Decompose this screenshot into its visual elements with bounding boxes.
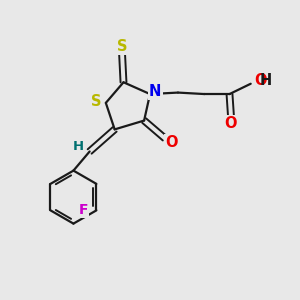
Text: S: S	[117, 39, 127, 54]
Text: H: H	[72, 140, 83, 153]
Text: O: O	[165, 135, 178, 150]
Text: O: O	[254, 73, 267, 88]
Text: N: N	[149, 84, 161, 99]
Text: F: F	[78, 203, 88, 218]
Text: H: H	[260, 73, 272, 88]
Text: O: O	[225, 116, 237, 131]
Text: S: S	[91, 94, 102, 109]
